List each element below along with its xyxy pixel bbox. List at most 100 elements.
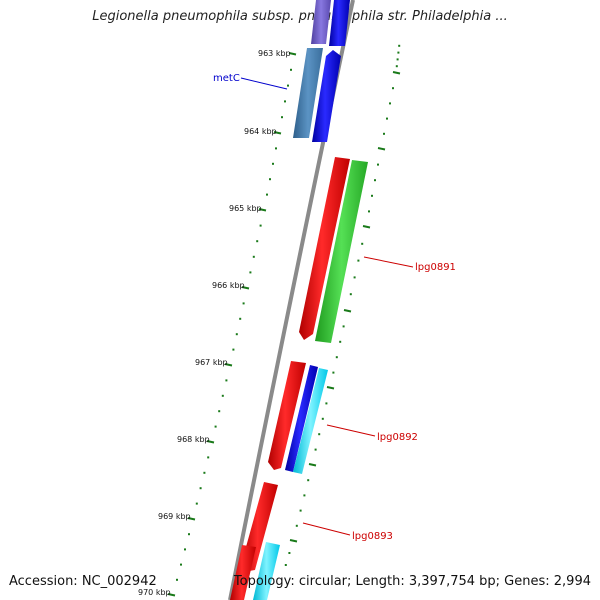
gene-blue-top — [329, 0, 350, 46]
kbp-ticks — [167, 52, 401, 597]
outer-tick-minor — [361, 242, 364, 245]
outer-tick-minor — [335, 356, 338, 359]
kbp-tick-minor — [176, 578, 178, 581]
outer-tick-minor — [321, 417, 324, 420]
kbp-tick-minor — [221, 394, 224, 397]
kbp-label-968: 968 kbp — [177, 435, 210, 444]
gene-red-2 — [268, 361, 306, 470]
outer-tick-minor — [314, 448, 317, 451]
map-title: Legionella pneumophila subsp. pneumophil… — [92, 9, 508, 24]
kbp-tick-minor — [207, 456, 210, 459]
kbp-tick-minor — [180, 563, 182, 566]
kbp-tick-minor — [232, 348, 235, 351]
kbp-tick-major — [167, 593, 176, 597]
outer-tick-minor — [377, 163, 379, 166]
lpg0892-leader — [326, 424, 376, 437]
outer-tick-major — [392, 71, 401, 75]
kbp-tick-minor — [281, 116, 283, 119]
lpg0891-leader — [363, 256, 414, 268]
outer-tick-minor — [392, 87, 394, 90]
outer-tick-minor — [397, 51, 400, 54]
outer-tick-minor — [288, 552, 291, 554]
gene-metC — [293, 48, 323, 138]
kbp-tick-major — [288, 52, 297, 56]
outer-tick-minor — [383, 132, 385, 135]
kbp-tick-major — [258, 208, 267, 212]
outer-tick-minor — [386, 117, 388, 120]
outer-tick-minor — [332, 371, 335, 374]
kbp-tick-minor — [266, 193, 268, 196]
outer-tick-minor — [353, 276, 356, 279]
accession-text: Accession: NC_002942 — [9, 574, 157, 589]
kbp-tick-minor — [218, 410, 221, 413]
kbp-label-967: 967 kbp — [195, 358, 228, 367]
gene-lpg0892 — [285, 365, 318, 472]
outer-tick-minor — [339, 340, 342, 343]
outer-tick-minor — [374, 179, 376, 182]
kbp-tick-minor — [239, 317, 242, 320]
outer-tick-minor — [284, 564, 287, 566]
gene-purple-top — [311, 0, 331, 44]
outer-tick-major — [289, 539, 298, 543]
outer-tick-major — [326, 386, 335, 390]
kbp-label-964: 964 kbp — [244, 127, 277, 136]
gene-cyan-bottom — [253, 542, 280, 600]
outer-tick-minor — [299, 509, 302, 512]
outer-tick-minor — [368, 210, 370, 213]
outer-tick-minor — [307, 479, 310, 482]
outer-tick-minor — [295, 524, 298, 527]
kbp-tick-minor — [290, 68, 292, 71]
kbp-tick-minor — [259, 224, 262, 227]
outer-tick-minor — [342, 325, 345, 328]
outer-tick-major — [343, 309, 352, 313]
kbp-tick-minor — [269, 178, 271, 181]
outer-tick-minor — [318, 433, 321, 436]
kbp-tick-major — [224, 363, 233, 367]
kbp-tick-minor — [252, 255, 255, 258]
topology-text: Topology: circular; Length: 3,397,754 bp… — [233, 574, 591, 589]
gene-cyan-2 — [293, 368, 328, 474]
kbp-tick-minor — [256, 240, 259, 243]
kbp-tick-minor — [188, 533, 190, 536]
gene-label-lpg0892: lpg0892 — [377, 432, 418, 443]
outer-tick-major — [377, 147, 386, 151]
kbp-label-969: 969 kbp — [158, 512, 191, 521]
kbp-tick-minor — [195, 502, 198, 505]
kbp-tick-major — [241, 286, 250, 290]
gene-blue-arrow — [312, 50, 341, 142]
kbp-tick-minor — [225, 379, 228, 382]
kbp-label-963: 963 kbp — [258, 49, 291, 58]
gene-red-1 — [299, 157, 350, 340]
kbp-tick-minor — [275, 147, 277, 150]
outer-tick-minor — [349, 293, 352, 296]
outer-tick-major — [362, 225, 371, 229]
gene-label-lpg0891: lpg0891 — [415, 262, 456, 273]
gene-label-metC: metC — [213, 73, 240, 84]
kbp-label-966: 966 kbp — [212, 281, 245, 290]
outer-tick-minor — [303, 494, 306, 497]
kbp-tick-minor — [214, 425, 217, 428]
kbp-tick-major — [273, 131, 282, 135]
outer-tick-major — [308, 463, 317, 467]
outer-tick-minor — [325, 402, 328, 405]
kbp-tick-minor — [249, 271, 252, 274]
kbp-label-970: 970 kbp — [138, 588, 171, 597]
outer-tick-minor — [398, 44, 401, 47]
gene-red-4 — [230, 545, 256, 600]
kbp-tick-minor — [235, 333, 238, 336]
kbp-tick-minor — [242, 302, 245, 305]
minor-ticks — [176, 44, 401, 581]
kbp-tick-major — [187, 517, 196, 521]
metC-leader — [240, 77, 288, 90]
outer-tick-minor — [357, 259, 360, 262]
gene-lpg0891 — [315, 160, 368, 343]
kbp-tick-minor — [184, 548, 186, 551]
kbp-tick-minor — [199, 487, 202, 490]
lpg0893-leader — [302, 522, 351, 536]
kbp-label-965: 965 kbp — [229, 204, 262, 213]
kbp-tick-minor — [203, 471, 206, 474]
gene-label-lpg0893: lpg0893 — [352, 531, 393, 542]
kbp-tick-minor — [287, 84, 289, 87]
outer-tick-minor — [396, 58, 399, 61]
